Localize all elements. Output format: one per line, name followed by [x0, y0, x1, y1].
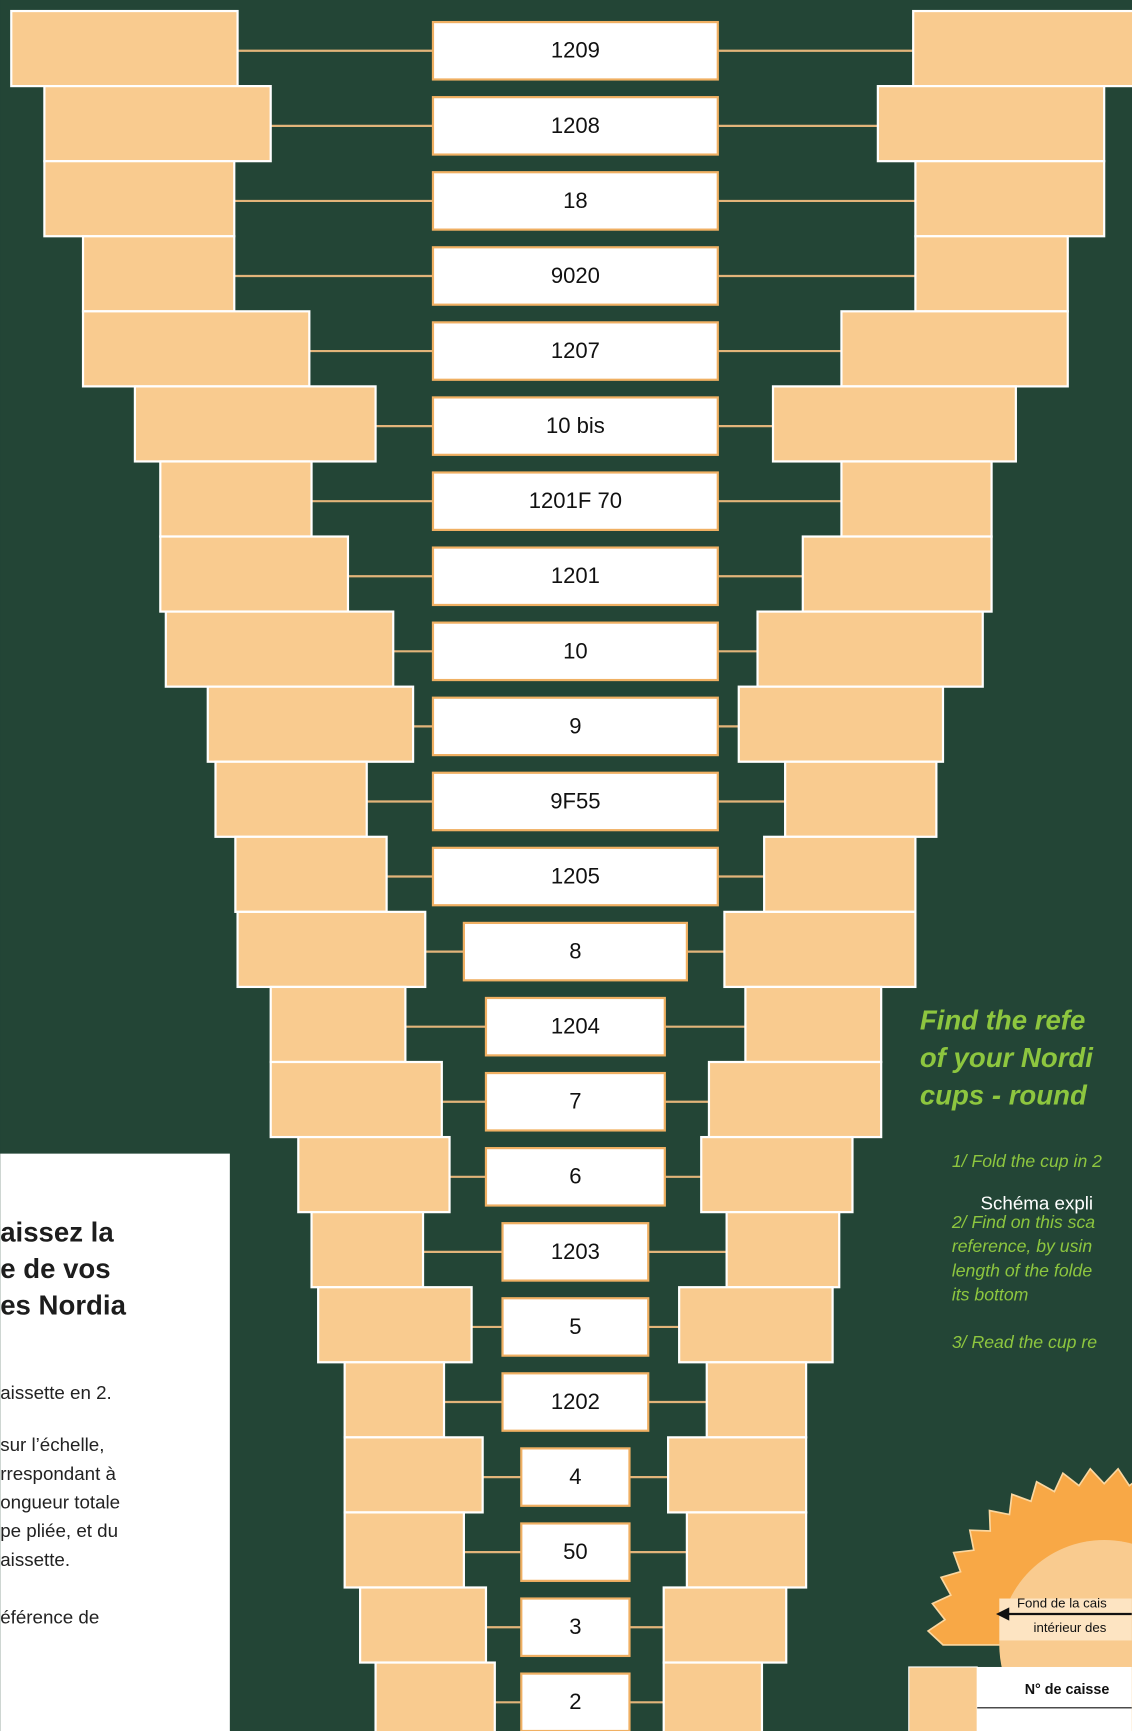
left-bar [360, 1587, 486, 1662]
fr-line: aissette en 2. [0, 1382, 112, 1403]
size-label: 1203 [551, 1239, 600, 1264]
en-title: cups - round [920, 1080, 1088, 1111]
size-label: 2 [569, 1689, 581, 1714]
right-bar [915, 161, 1104, 236]
en-step: its bottom [952, 1285, 1029, 1305]
left-bar [271, 987, 406, 1062]
left-bar [208, 687, 413, 762]
table-cell [909, 1667, 977, 1731]
left-bar [135, 386, 376, 461]
right-bar [739, 687, 943, 762]
diagram: 1209 1208 18 9020 1207 10 bis 1201F 70 1201 10 9 9… [0, 0, 1132, 1731]
fr-title: aissez la [0, 1217, 114, 1248]
left-bar [83, 236, 234, 311]
right-bar [664, 1663, 762, 1731]
fr-title: es Nordia [0, 1289, 126, 1320]
right-bar [679, 1287, 832, 1362]
right-bar [803, 537, 992, 612]
en-step: 3/ Read the cup re [952, 1332, 1097, 1352]
right-bar [913, 11, 1132, 86]
right-bar [701, 1137, 852, 1212]
left-bar [44, 86, 270, 161]
size-label: 1201F 70 [529, 488, 622, 513]
left-bar [318, 1287, 471, 1362]
size-label: 18 [563, 188, 588, 213]
table-header [977, 1667, 1132, 1731]
size-label: 5 [569, 1314, 581, 1339]
fr-line: aissette. [0, 1549, 70, 1570]
left-bar [11, 11, 237, 86]
left-bar [345, 1512, 464, 1587]
left-bar [235, 837, 386, 912]
size-label: 9F55 [550, 788, 600, 813]
size-label: 9020 [551, 263, 600, 288]
fr-line: éférence de [0, 1606, 99, 1627]
size-label: 8 [569, 939, 581, 964]
size-label: 1204 [551, 1014, 600, 1039]
size-label: 50 [563, 1539, 588, 1564]
size-label: 1207 [551, 338, 600, 363]
right-bar [664, 1587, 787, 1662]
table-header-text: N° de caisse [1025, 1682, 1110, 1698]
diagram-caption: Schéma expli [981, 1192, 1094, 1213]
cup-label: intérieur des [1034, 1620, 1107, 1635]
left-bar [160, 537, 348, 612]
left-bar [376, 1663, 495, 1731]
size-label: 6 [569, 1164, 581, 1189]
cup-label: Fond de la cais [1017, 1596, 1107, 1611]
left-bar [238, 912, 426, 987]
right-bar [707, 1362, 806, 1437]
fr-line: rrespondant à [0, 1463, 116, 1484]
left-bar [215, 762, 366, 837]
size-label: 1205 [551, 863, 600, 888]
right-bar [841, 311, 1067, 386]
size-label: 7 [569, 1089, 581, 1114]
size-label: 4 [569, 1464, 581, 1489]
right-bar [668, 1437, 806, 1512]
left-bar [298, 1137, 449, 1212]
right-bar [841, 461, 991, 536]
left-bar [271, 1062, 442, 1137]
left-bar [345, 1437, 483, 1512]
left-bar [83, 311, 309, 386]
right-bar [724, 912, 915, 987]
right-bar [915, 236, 1067, 311]
en-title: of your Nordi [920, 1042, 1094, 1073]
size-label: 10 bis [546, 413, 605, 438]
size-label: 1201 [551, 563, 600, 588]
left-bar [160, 461, 311, 536]
fr-line: sur l’échelle, [0, 1434, 104, 1455]
page: 1209 1208 18 9020 1207 10 bis 1201F 70 1201 10 9 9… [0, 0, 1132, 1731]
en-step: 1/ Fold the cup in 2 [952, 1151, 1102, 1171]
right-bar [878, 86, 1104, 161]
right-bar [709, 1062, 881, 1137]
size-label: 1208 [551, 113, 600, 138]
right-bar [764, 837, 915, 912]
size-label: 1202 [551, 1389, 600, 1414]
fr-line: pe pliée, et du [0, 1520, 118, 1541]
left-bar [345, 1362, 444, 1437]
size-label: 1209 [551, 38, 600, 63]
left-bar [166, 612, 393, 687]
left-bar [312, 1212, 423, 1287]
right-bar [785, 762, 936, 837]
right-bar [758, 612, 983, 687]
right-bar [727, 1212, 840, 1287]
en-title: Find the refe [920, 1005, 1085, 1036]
fr-line: ongueur totale [0, 1492, 120, 1513]
en-step: length of the folde [952, 1260, 1093, 1280]
fr-title: e de vos [0, 1253, 110, 1284]
left-bar [44, 161, 234, 236]
en-step: reference, by usin [952, 1236, 1093, 1256]
size-label: 10 [563, 638, 588, 663]
right-bar [773, 386, 1016, 461]
size-label: 3 [569, 1614, 581, 1639]
size-label: 9 [569, 713, 581, 738]
right-bar [687, 1512, 806, 1587]
right-bar [745, 987, 881, 1062]
en-step: 2/ Find on this sca [951, 1212, 1095, 1232]
